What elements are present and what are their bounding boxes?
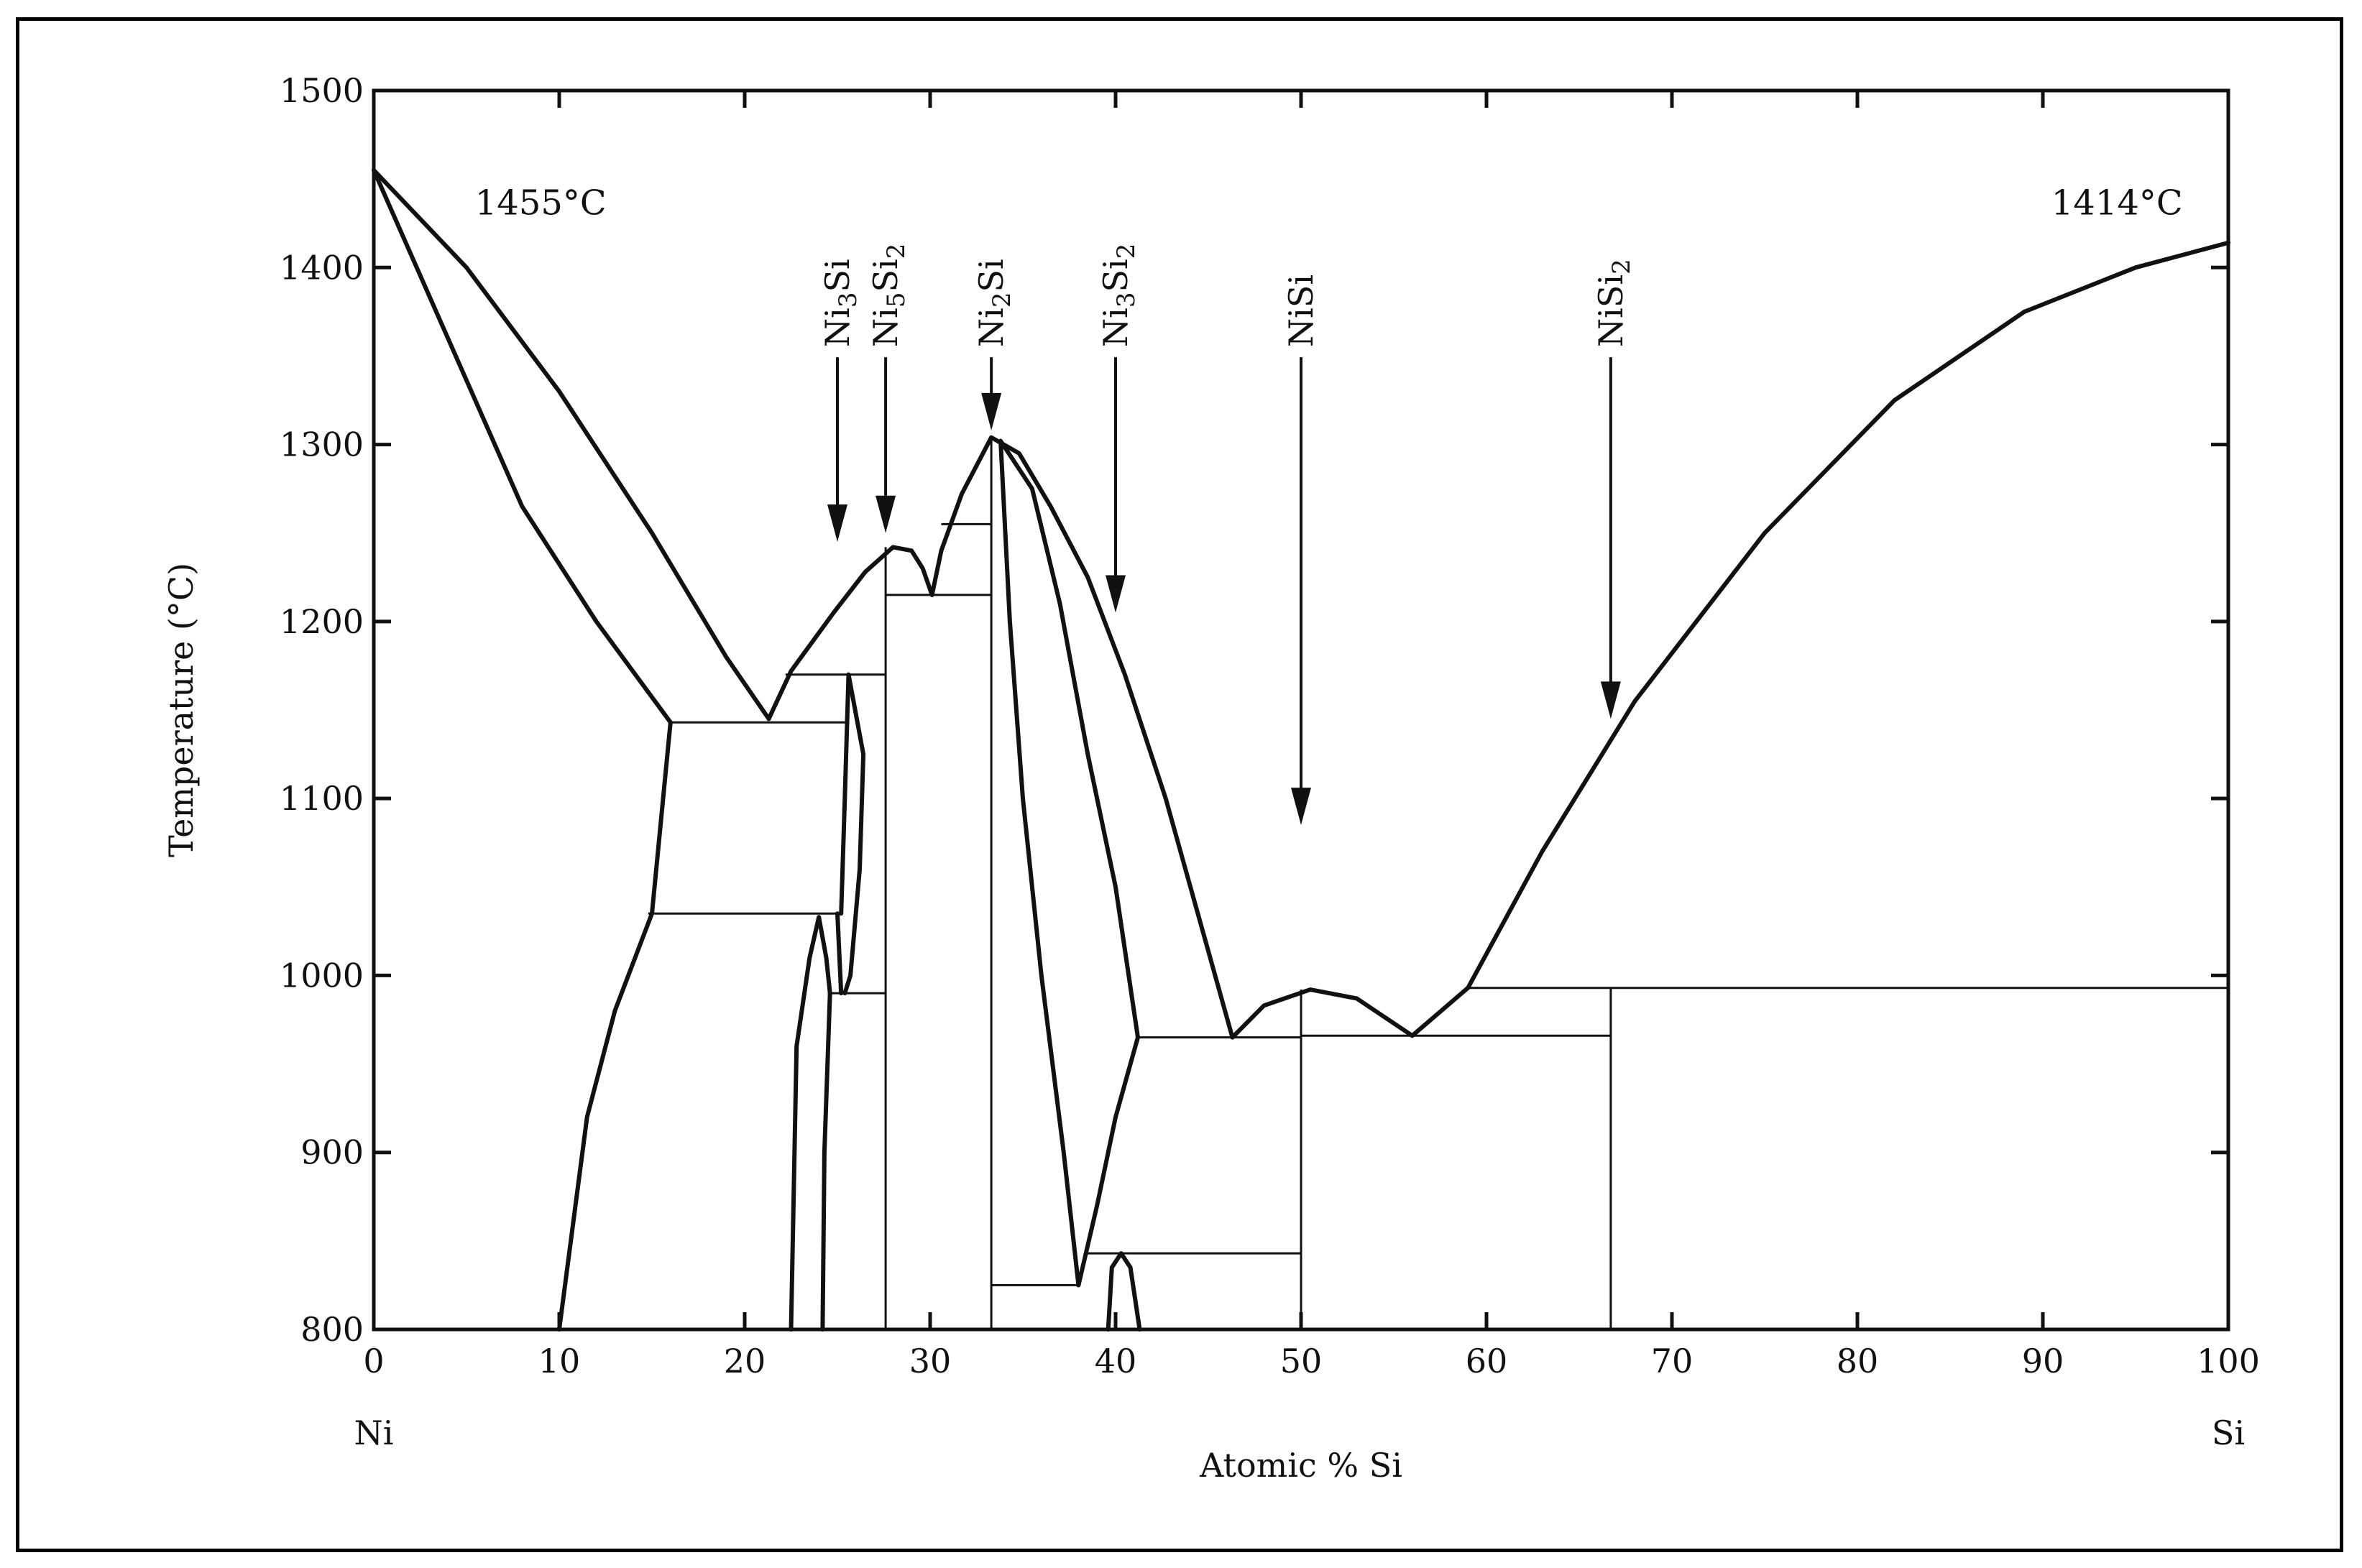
arrow-down-icon	[981, 392, 1002, 430]
compound-label-text: NiSi	[1282, 275, 1320, 347]
phase-boundary-curve	[839, 672, 851, 916]
y-tick-label: 1500	[280, 71, 364, 110]
y-tick-label: 800	[300, 1310, 364, 1349]
y-tick-label: 1000	[280, 956, 364, 995]
x-tick-label: 40	[1095, 1342, 1137, 1380]
compound-label: Ni3Si2	[1096, 244, 1141, 347]
arrow-down-icon	[827, 504, 847, 543]
phase-boundary-curve	[1410, 985, 1471, 1038]
formula-subscript: 2	[882, 244, 911, 259]
compound-label-text: Ni3Si	[818, 259, 863, 347]
x-tick-label: 90	[2022, 1342, 2064, 1380]
x-tick-label: 10	[538, 1342, 581, 1380]
y-tick-label: 1400	[280, 248, 364, 287]
formula-part: Si	[866, 259, 905, 292]
formula-part: Si	[818, 259, 857, 292]
formula-part: Ni	[818, 308, 857, 347]
melting-point-label: 1414°C	[2051, 183, 2183, 223]
compound-label: Ni3Si	[818, 259, 863, 347]
y-tick-label: 1200	[280, 602, 364, 641]
y-axis-title: Temperature (°C)	[162, 563, 201, 857]
y-tick-label: 1100	[280, 779, 364, 818]
compound-label-text: NiSi2	[1591, 259, 1636, 347]
compound-label-text: Ni5Si2	[866, 244, 911, 347]
x-tick-label: 70	[1651, 1342, 1694, 1380]
formula-subscript: 3	[834, 292, 863, 308]
x-tick-label: 100	[2197, 1342, 2260, 1380]
phase-boundary-curve	[929, 435, 1235, 1040]
phase-boundary-curve	[998, 438, 1081, 1288]
phase-boundary-curve	[1466, 240, 2230, 990]
phase-boundary-curve	[842, 672, 866, 996]
formula-subscript: 2	[1607, 259, 1636, 275]
compound-label-text: Ni2Si	[972, 259, 1016, 347]
x-end-label-right: Si	[2212, 1413, 2245, 1452]
formula-part: Si	[1096, 259, 1135, 292]
x-end-label-left: Ni	[354, 1413, 394, 1452]
formula-part: NiSi	[1282, 275, 1320, 347]
melting-point-label: 1455°C	[475, 183, 607, 223]
compound-label: NiSi	[1282, 275, 1320, 347]
arrow-down-icon	[1600, 681, 1621, 719]
formula-part: Ni	[972, 308, 1011, 347]
arrow-down-icon	[876, 495, 896, 533]
formula-part: Ni	[866, 308, 905, 347]
formula-subscript: 2	[1112, 244, 1141, 259]
x-axis-title: Atomic % Si	[1199, 1446, 1402, 1485]
formula-subscript: 2	[988, 292, 1016, 308]
y-tick-label: 900	[300, 1133, 364, 1172]
phase-boundary-curve	[789, 915, 832, 1332]
y-tick-label: 1300	[280, 425, 364, 464]
compound-label-text: Ni3Si2	[1096, 244, 1141, 347]
phase-boundary-curve	[835, 911, 844, 996]
arrow-down-icon	[1291, 788, 1311, 826]
phase-boundary-curve	[372, 167, 673, 725]
formula-part: NiSi	[1591, 275, 1630, 347]
x-tick-label: 80	[1837, 1342, 1879, 1380]
phase-boundary-curve	[820, 991, 832, 1332]
arrow-down-icon	[1106, 575, 1126, 613]
phase-boundary-curve	[766, 545, 934, 721]
formula-part: Si	[972, 259, 1011, 292]
x-tick-label: 20	[724, 1342, 766, 1380]
x-tick-label: 60	[1466, 1342, 1508, 1380]
phase-boundary-curve	[372, 167, 771, 721]
x-tick-label: 30	[909, 1342, 952, 1380]
formula-subscript: 3	[1112, 292, 1141, 308]
phase-boundary-curve	[1106, 1251, 1142, 1332]
compound-label: Ni5Si2	[866, 244, 911, 347]
phase-boundary-curve	[557, 720, 673, 1332]
compound-label: NiSi2	[1591, 259, 1636, 347]
figure-frame	[16, 17, 2343, 1552]
phase-boundary-curve	[1076, 1035, 1140, 1288]
x-tick-label: 50	[1280, 1342, 1323, 1380]
phase-boundary-curve	[1230, 987, 1415, 1040]
compound-label: Ni2Si	[972, 259, 1016, 347]
x-tick-label: 0	[363, 1342, 384, 1380]
formula-part: Ni	[1096, 308, 1135, 347]
formula-subscript: 5	[882, 292, 911, 308]
phase-boundary-curve	[998, 438, 1140, 1040]
